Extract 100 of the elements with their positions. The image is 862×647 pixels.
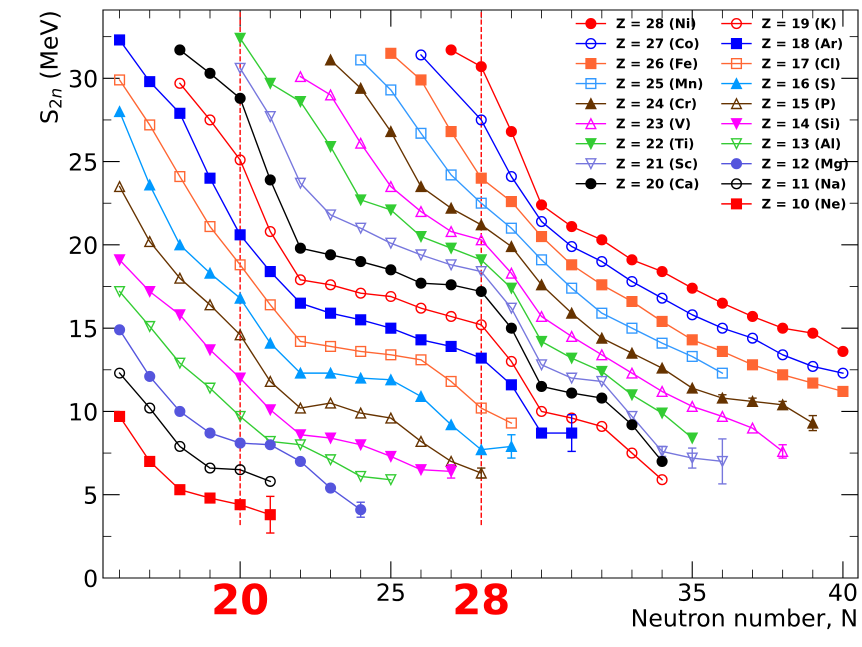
point	[174, 239, 186, 250]
point	[476, 266, 487, 278]
point	[506, 282, 517, 294]
point	[264, 509, 276, 520]
point	[656, 338, 668, 349]
point	[234, 62, 246, 74]
point	[114, 324, 126, 336]
point	[506, 302, 517, 314]
point	[596, 349, 608, 360]
point	[355, 439, 366, 450]
point	[294, 368, 306, 379]
point	[536, 336, 548, 348]
point	[385, 84, 396, 96]
point	[114, 106, 126, 118]
point	[746, 359, 758, 370]
point	[204, 382, 216, 394]
point	[446, 259, 457, 270]
point	[476, 444, 487, 456]
point	[264, 439, 276, 450]
point	[144, 456, 156, 467]
point	[204, 268, 216, 279]
point	[174, 272, 186, 284]
point	[626, 322, 638, 334]
point	[234, 329, 246, 340]
point	[204, 344, 216, 356]
point	[476, 61, 487, 72]
point	[264, 476, 276, 487]
point	[807, 328, 818, 339]
point	[626, 389, 638, 400]
point	[355, 54, 366, 66]
point	[566, 372, 578, 384]
point	[837, 368, 848, 379]
legend-label: Z = 26 (Fe)	[616, 58, 698, 70]
point	[355, 82, 366, 94]
point	[686, 452, 698, 464]
point	[325, 308, 336, 319]
point	[446, 456, 457, 467]
point	[385, 412, 396, 424]
point	[536, 359, 548, 370]
point	[294, 242, 306, 254]
point	[174, 484, 186, 496]
point	[294, 456, 306, 467]
point	[264, 338, 276, 349]
point	[446, 44, 457, 56]
point	[174, 309, 186, 320]
point	[476, 198, 487, 209]
x-tick-label: 35	[679, 583, 706, 602]
point	[446, 279, 457, 290]
point	[385, 349, 396, 360]
point	[355, 470, 366, 482]
point	[415, 334, 427, 346]
point	[596, 332, 608, 344]
point	[506, 126, 517, 138]
legend-label: Z = 17 (Cl)	[762, 58, 840, 70]
point	[415, 181, 427, 192]
point	[777, 369, 788, 380]
point	[506, 171, 517, 182]
point	[446, 419, 457, 430]
point	[204, 172, 216, 184]
point	[506, 418, 517, 429]
point	[566, 282, 578, 294]
point	[415, 464, 427, 476]
point	[234, 464, 246, 476]
point	[294, 96, 306, 108]
legend-label: Z = 13 (Al)	[762, 138, 840, 150]
point	[536, 254, 548, 266]
point	[506, 196, 517, 208]
legend-label: Z = 18 (Ar)	[762, 38, 842, 50]
point	[234, 372, 246, 384]
point	[596, 420, 608, 432]
point	[114, 410, 126, 422]
point	[476, 172, 487, 184]
ref-line-label: 28	[456, 583, 508, 615]
point	[686, 432, 698, 444]
point	[626, 448, 638, 459]
point	[506, 222, 517, 234]
legend-label: Z = 27 (Co)	[616, 38, 698, 50]
point	[355, 372, 366, 384]
point	[114, 368, 126, 379]
point	[385, 374, 396, 386]
point	[234, 499, 246, 510]
point	[656, 386, 668, 397]
y-tick-label: 10	[70, 402, 97, 421]
point	[777, 349, 788, 360]
point	[626, 296, 638, 308]
point	[385, 126, 396, 138]
point	[204, 462, 216, 474]
point	[355, 222, 366, 234]
legend-label: Z = 24 (Cr)	[616, 98, 696, 110]
point	[325, 368, 336, 379]
point	[234, 229, 246, 240]
point	[716, 368, 728, 379]
point	[596, 234, 608, 246]
point	[656, 408, 668, 419]
point	[415, 128, 427, 139]
point	[536, 406, 548, 417]
x-tick-label: 40	[829, 583, 856, 602]
point	[536, 380, 548, 392]
point	[325, 398, 336, 409]
point	[144, 370, 156, 382]
